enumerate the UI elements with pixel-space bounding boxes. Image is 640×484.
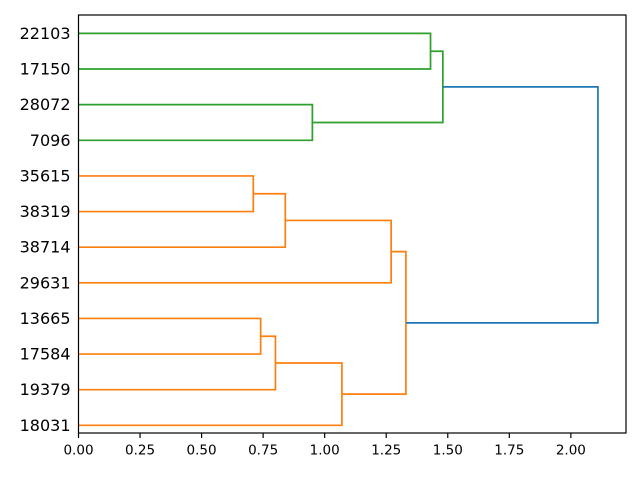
x-tick-label: 1.75 [494,443,524,459]
leaf-labels: 22103 17150 28072 7096 35615 38319 38714 29631 1… [20,24,71,435]
dendrogram-link [78,362,343,427]
x-tick-label: 0.00 [63,443,93,459]
x-tick-label: 0.25 [125,443,155,459]
leaf-label: 29631 [20,273,71,292]
dendrogram-link [78,32,432,70]
leaf-label: 38319 [20,202,71,221]
leaf-label: 13665 [20,309,71,328]
x-axis-ticks: 0.00 0.25 0.50 0.75 1.00 1.25 1.50 1.75 2.00 [63,433,586,459]
dendrogram-link [78,335,277,391]
x-tick-label: 1.00 [310,443,340,459]
dendrogram-link [78,103,314,142]
dendrogram-link [341,250,407,396]
plot-border [77,14,627,434]
leaf-label: 18031 [20,416,71,435]
dendrogram-link [78,219,392,284]
dendrogram-link [78,192,287,249]
leaf-label: 19379 [20,380,71,399]
leaf-label: 35615 [20,166,71,185]
dendrogram-link [78,317,262,355]
leaf-label: 7096 [30,131,71,150]
leaf-label: 28072 [20,95,71,114]
leaf-label: 22103 [20,24,71,43]
leaf-label: 17584 [20,345,71,364]
x-tick-label: 0.50 [187,443,217,459]
dendrogram-link [78,175,255,213]
x-tick-label: 1.25 [371,443,401,459]
leaf-label: 38714 [20,238,71,257]
dendrogram-link [312,50,444,124]
x-tick-label: 2.00 [556,443,586,459]
leaf-label: 17150 [20,60,71,79]
axes [77,14,627,434]
dendrogram-link [405,85,599,324]
dendrogram-links [78,32,599,427]
x-tick-label: 0.75 [248,443,278,459]
x-tick-label: 1.50 [433,443,463,459]
